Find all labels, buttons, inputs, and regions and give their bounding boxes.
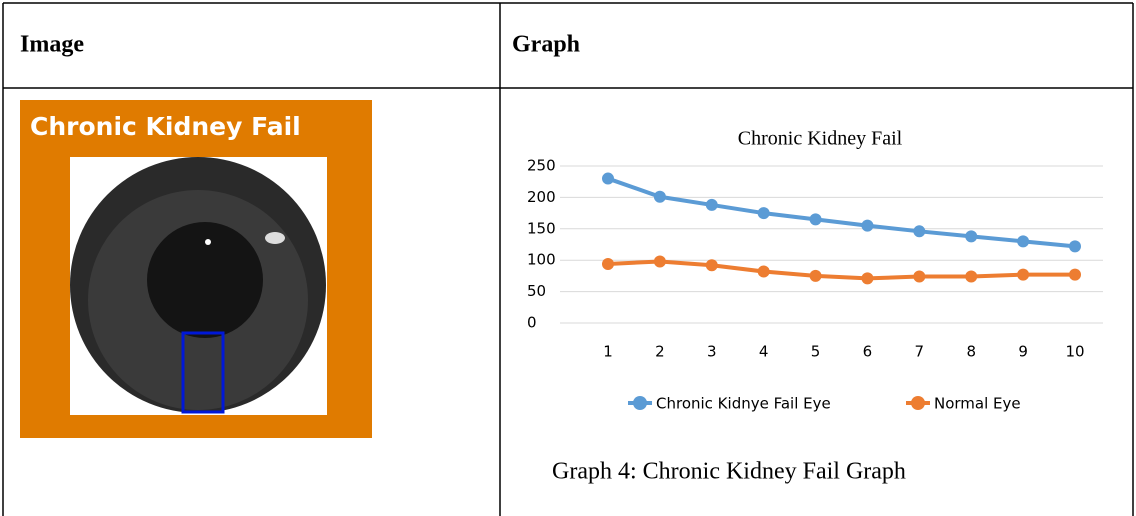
point	[861, 219, 874, 232]
image-label: Chronic Kidney Fail	[30, 112, 301, 141]
caption: Graph 4: Chronic Kidney Fail Graph	[552, 459, 906, 485]
x-tick-label: 8	[966, 343, 976, 361]
legend-marker	[911, 396, 925, 410]
x-tick-label: 6	[863, 343, 873, 361]
series-line	[606, 176, 1077, 249]
point	[965, 270, 978, 283]
point	[1017, 235, 1030, 248]
x-tick-label: 10	[1065, 343, 1084, 361]
point	[861, 272, 874, 285]
x-tick-label: 9	[1018, 343, 1028, 361]
legend-label: Normal Eye	[934, 395, 1021, 413]
x-tick-label: 7	[915, 343, 925, 361]
series-line	[606, 259, 1077, 281]
point	[913, 270, 926, 283]
point	[965, 230, 978, 243]
point	[757, 207, 770, 220]
point	[757, 265, 770, 278]
point	[1069, 268, 1081, 281]
point	[809, 213, 822, 226]
y-tick-label: 100	[527, 251, 556, 269]
y-tick-label: 250	[527, 157, 556, 175]
point	[705, 198, 718, 211]
point	[809, 269, 822, 282]
y-tick-label: 200	[527, 188, 556, 206]
x-tick-label: 1	[603, 343, 613, 361]
legend-marker	[633, 396, 647, 410]
x-tick-label: 2	[655, 343, 665, 361]
y-tick-label: 0	[527, 314, 537, 332]
point	[1017, 268, 1030, 281]
x-tick-label: 3	[707, 343, 717, 361]
point	[653, 255, 666, 268]
header-cell: Image	[20, 32, 84, 58]
header-cell: Graph	[512, 32, 580, 58]
point	[1069, 240, 1081, 253]
legend-label: Chronic Kidnye Fail Eye	[656, 395, 831, 413]
x-tick-label: 4	[759, 343, 769, 361]
point	[705, 259, 718, 272]
y-tick-label: 150	[527, 219, 556, 237]
point	[913, 225, 926, 238]
point	[602, 257, 614, 270]
point	[602, 172, 614, 185]
eye-image: Chronic Kidney Fail	[20, 100, 372, 438]
chart-title: Chronic Kidney Fail	[738, 128, 903, 150]
chart: 0 50 100 150 200 250 1 2 3 4 5 6 7 8 9 10 Chronic Kidnye…	[527, 157, 1103, 413]
y-tick-label: 50	[527, 282, 546, 300]
point	[653, 190, 666, 203]
x-tick-label: 5	[811, 343, 821, 361]
